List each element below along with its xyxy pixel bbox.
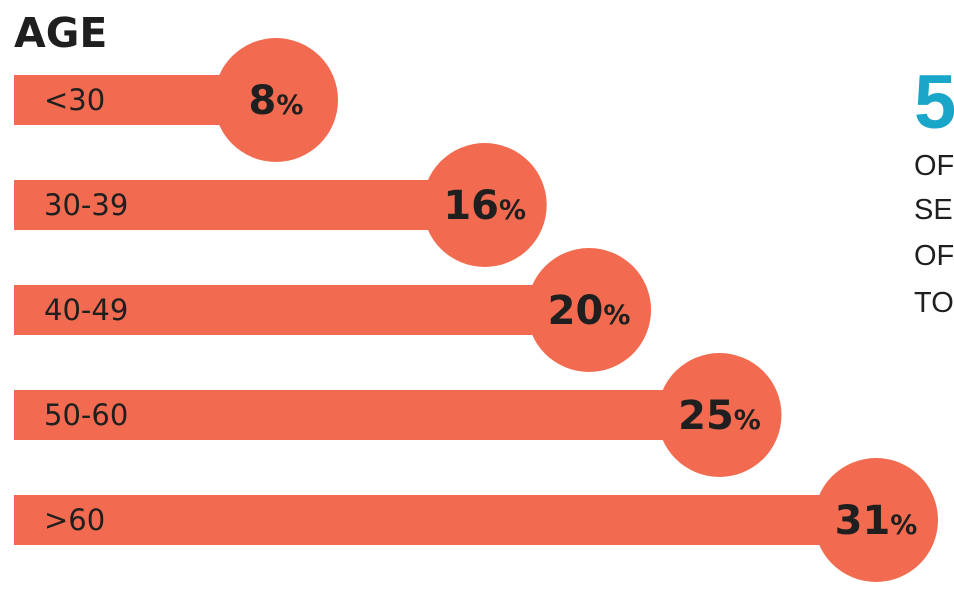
value-bubble	[214, 38, 338, 162]
side-note-line: TO	[914, 287, 954, 319]
value-label: 20%	[548, 288, 631, 334]
side-note-line: OF	[914, 150, 954, 182]
category-label: 40-49	[44, 293, 128, 327]
bar-row: 50-60 25%	[14, 353, 782, 477]
bar	[14, 180, 485, 230]
category-label: >60	[44, 503, 105, 537]
bar-row: 30-39 16%	[14, 143, 547, 267]
bar	[14, 285, 590, 335]
value-label: 16%	[443, 183, 526, 229]
side-note-line: SE	[914, 194, 953, 226]
value-bubble	[422, 143, 547, 267]
value-bubble	[657, 353, 782, 477]
value-label: 25%	[678, 393, 761, 439]
value-bubble	[527, 248, 652, 372]
bars-layer: <30 8% 30-39 16% 40-49 20% 50-60 25% >60 31%	[14, 38, 938, 582]
category-label: 50-60	[44, 398, 128, 432]
side-note-number: 5	[914, 60, 954, 145]
bar	[14, 390, 720, 440]
value-label: 31%	[835, 498, 918, 544]
category-label: <30	[44, 83, 105, 117]
bar	[14, 495, 876, 545]
side-note: 5 OF SE OF TO	[914, 60, 954, 319]
bar-row: 40-49 20%	[14, 248, 652, 372]
category-label: 30-39	[44, 188, 128, 222]
bar-row: <30 8%	[14, 38, 338, 162]
side-note-line: OF	[914, 240, 954, 272]
value-label: 8%	[249, 78, 304, 124]
bar-row: >60 31%	[14, 458, 938, 582]
value-bubble	[814, 458, 938, 582]
chart-title: AGE	[14, 9, 107, 57]
